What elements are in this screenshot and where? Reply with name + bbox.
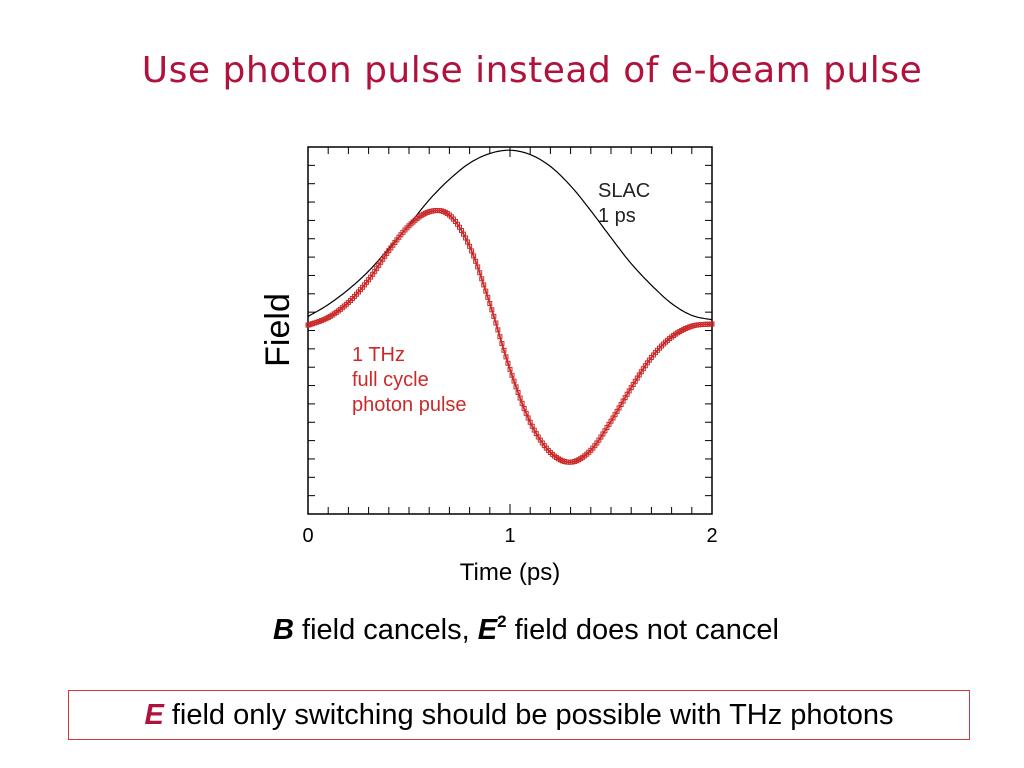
x-tick-label: 1 bbox=[504, 525, 515, 547]
caption-part1: field cancels, bbox=[293, 614, 478, 646]
thz-point bbox=[467, 243, 473, 249]
thz-label: photon pulse bbox=[352, 394, 467, 416]
field-vs-time-chart: 0 1 2 Time (ps) Field SLAC 1 ps 1 THz full cycle… bbox=[259, 146, 718, 586]
series-line-slac bbox=[307, 149, 713, 321]
thz-point bbox=[521, 405, 527, 411]
series-line-thz bbox=[307, 209, 713, 464]
thz-point bbox=[483, 288, 489, 294]
thz-point bbox=[469, 248, 475, 254]
thz-point bbox=[475, 264, 481, 270]
thz-point bbox=[503, 354, 509, 360]
thz-point bbox=[477, 270, 483, 276]
thz-point bbox=[491, 313, 497, 319]
thz-point bbox=[505, 360, 511, 366]
thz-point bbox=[493, 320, 499, 326]
thz-point bbox=[519, 400, 525, 406]
thz-point bbox=[509, 372, 515, 378]
thz-point bbox=[501, 347, 507, 353]
thz-point bbox=[481, 282, 487, 288]
thz-point bbox=[709, 321, 715, 327]
thz-point bbox=[479, 276, 485, 282]
note-e-symbol: E bbox=[144, 698, 164, 731]
thz-point bbox=[523, 410, 529, 416]
slac-label: SLAC bbox=[598, 180, 650, 202]
y-axis-label: Field bbox=[259, 293, 297, 367]
thz-point bbox=[473, 258, 479, 264]
thz-point bbox=[515, 390, 521, 396]
thz-point bbox=[497, 334, 503, 340]
thz-label: full cycle bbox=[352, 369, 429, 391]
plot-frame bbox=[307, 146, 713, 515]
thz-point bbox=[517, 395, 523, 401]
caption: B field cancels, E2 field does not cance… bbox=[0, 612, 1024, 647]
e-superscript: 2 bbox=[497, 612, 507, 631]
thz-point bbox=[513, 384, 519, 390]
thz-point bbox=[471, 253, 477, 259]
thz-point bbox=[511, 378, 517, 384]
slide-title: Use photon pulse instead of e-beam pulse bbox=[141, 50, 923, 91]
x-axis-label: Time (ps) bbox=[460, 559, 560, 586]
e-field-symbol: E bbox=[477, 614, 498, 646]
thz-label: 1 THz bbox=[352, 344, 405, 366]
caption-part2: field does not cancel bbox=[506, 614, 779, 646]
note-text: field only switching should be possible … bbox=[171, 698, 894, 731]
slac-label: 1 ps bbox=[598, 205, 636, 227]
x-tick-label: 0 bbox=[302, 525, 313, 547]
thz-point bbox=[487, 301, 493, 307]
thz-point bbox=[485, 294, 491, 300]
thz-point bbox=[507, 366, 513, 372]
b-field-symbol: B bbox=[273, 614, 294, 646]
thz-point bbox=[495, 327, 501, 333]
x-tick-label: 2 bbox=[706, 525, 717, 547]
thz-point bbox=[499, 341, 505, 347]
thz-point bbox=[489, 307, 495, 313]
